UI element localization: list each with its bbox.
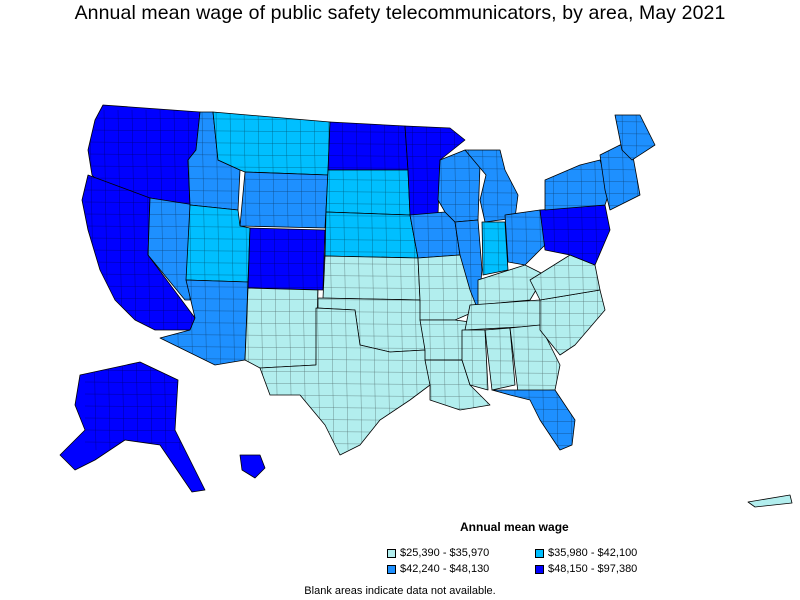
legend-label-3: $42,240 - $48,130 (400, 563, 490, 575)
map-title: Annual mean wage of public safety teleco… (74, 2, 726, 24)
area-boundary-line (131, 109, 139, 451)
legend-title: Annual mean wage (460, 520, 569, 534)
region-indiana (481, 221, 509, 276)
region-new-mexico (244, 287, 319, 369)
area-boundary-line (117, 109, 125, 451)
legend-item-1: $25,390 - $35,970 (387, 547, 535, 559)
area-boundary-line (635, 109, 643, 451)
region-hawaii (239, 454, 266, 479)
area-boundary-line (397, 109, 405, 451)
legend-label-2: $35,980 - $42,100 (548, 547, 638, 559)
area-boundary-line (341, 109, 349, 451)
region-alaska (59, 361, 206, 493)
legend: $25,390 - $35,970 $35,980 - $42,100 $42,… (387, 545, 683, 577)
region-georgia (509, 324, 561, 393)
area-boundary-line (84, 189, 656, 195)
area-boundary-line (84, 213, 656, 219)
area-boundary-line (84, 273, 656, 279)
region-florida (491, 389, 576, 451)
area-boundary-line (327, 109, 335, 451)
legend-swatch-2 (535, 548, 544, 558)
region-wyoming (239, 171, 329, 229)
area-boundary-line (383, 109, 391, 451)
area-boundary-line (369, 109, 377, 451)
region-maine (614, 114, 656, 161)
area-boundary-line (411, 109, 419, 451)
region-kansas (322, 255, 421, 301)
area-boundary-line (355, 109, 363, 451)
area-boundary-line (467, 109, 475, 451)
region-north-dakota (327, 121, 409, 171)
region-new-york (544, 159, 611, 211)
area-boundary-line (271, 109, 279, 451)
area-boundary-line (425, 109, 433, 451)
legend-label-1: $25,390 - $35,970 (400, 547, 490, 559)
region-mid-atlantic (539, 204, 611, 266)
legend-swatch-4 (535, 564, 544, 574)
legend-item-2: $35,980 - $42,100 (535, 547, 683, 559)
area-boundary-line (84, 237, 656, 243)
area-boundary-line (84, 177, 656, 183)
region-south-dakota (325, 169, 411, 216)
legend-swatch-1 (387, 548, 396, 558)
area-boundary-line (439, 109, 447, 451)
area-boundary-line (103, 109, 111, 451)
legend-item-4: $48,150 - $97,380 (535, 563, 683, 575)
area-boundary-line (285, 109, 293, 451)
area-boundary-line (84, 309, 656, 315)
area-boundary-line (84, 321, 656, 327)
area-boundary-line (145, 109, 153, 451)
legend-label-4: $48,150 - $97,380 (548, 563, 638, 575)
no-data-note: Blank areas indicate data not available. (304, 585, 496, 597)
region-mississippi (461, 329, 489, 391)
area-boundary-line (313, 109, 321, 451)
area-boundary-line (453, 109, 461, 451)
area-boundary-line (84, 201, 656, 207)
region-texas (259, 307, 431, 456)
region-colorado (247, 227, 326, 291)
area-boundary-line (84, 333, 656, 339)
region-nebraska (324, 211, 419, 259)
area-boundary-line (84, 297, 656, 303)
area-boundary-line (299, 109, 307, 451)
area-boundary-line (84, 225, 656, 231)
legend-item-3: $42,240 - $48,130 (387, 563, 535, 575)
area-boundary-line (84, 285, 656, 291)
area-boundary-line (84, 261, 656, 267)
legend-swatch-3 (387, 564, 396, 574)
area-boundary-line (84, 345, 656, 351)
region-puerto-rico (747, 494, 793, 508)
region-ohio (504, 209, 546, 266)
